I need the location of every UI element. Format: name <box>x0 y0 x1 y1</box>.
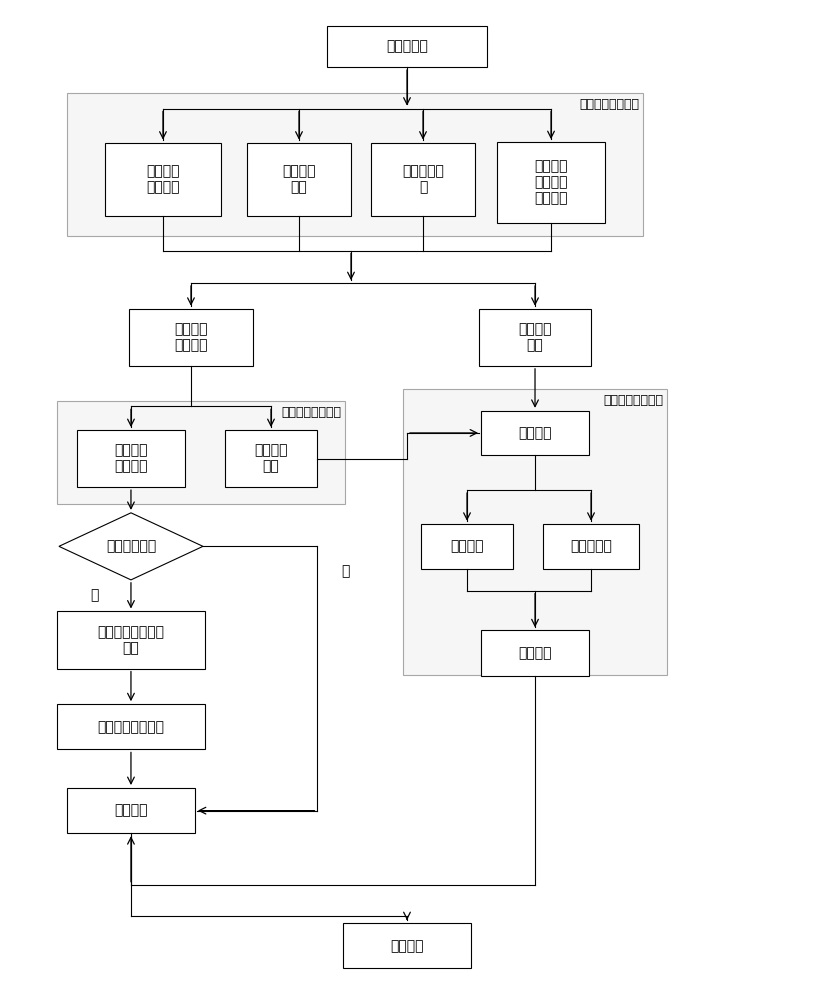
FancyBboxPatch shape <box>479 309 591 366</box>
Text: 启动读取
转发线程: 启动读取 转发线程 <box>174 322 208 352</box>
FancyBboxPatch shape <box>343 923 471 968</box>
FancyBboxPatch shape <box>57 611 205 669</box>
Text: 串口配置管理模块: 串口配置管理模块 <box>579 98 639 111</box>
FancyBboxPatch shape <box>57 401 345 504</box>
Text: 拷贝一份
数据: 拷贝一份 数据 <box>254 443 287 474</box>
Text: 串口数据转发模块: 串口数据转发模块 <box>98 720 164 734</box>
Polygon shape <box>59 513 203 580</box>
FancyBboxPatch shape <box>129 309 253 366</box>
FancyBboxPatch shape <box>247 143 351 216</box>
FancyBboxPatch shape <box>481 411 589 455</box>
FancyBboxPatch shape <box>421 524 513 569</box>
Text: 存储完成: 存储完成 <box>519 646 552 660</box>
Text: 是: 是 <box>91 589 99 603</box>
FancyBboxPatch shape <box>403 389 667 675</box>
FancyBboxPatch shape <box>543 524 639 569</box>
Text: 显示数据: 显示数据 <box>114 804 147 818</box>
Text: 程序初始化: 程序初始化 <box>386 39 428 53</box>
FancyBboxPatch shape <box>67 93 643 236</box>
FancyBboxPatch shape <box>67 788 195 833</box>
Text: 设置存储
主路径及
文件大小: 设置存储 主路径及 文件大小 <box>534 159 568 206</box>
FancyBboxPatch shape <box>225 430 317 487</box>
Text: 写入文本: 写入文本 <box>450 539 484 553</box>
FancyBboxPatch shape <box>371 143 475 216</box>
Text: 写入数据库: 写入数据库 <box>570 539 612 553</box>
Text: 重新导入
配置文件: 重新导入 配置文件 <box>147 164 180 195</box>
FancyBboxPatch shape <box>57 704 205 749</box>
Text: 读取数据
到缓冲区: 读取数据 到缓冲区 <box>114 443 147 474</box>
Text: 释放资源: 释放资源 <box>390 939 424 953</box>
Text: 否: 否 <box>341 564 349 578</box>
Text: 串口数据存储模块: 串口数据存储模块 <box>603 393 663 406</box>
FancyBboxPatch shape <box>327 26 487 67</box>
Text: 数据接收读取模块: 数据接收读取模块 <box>282 406 341 419</box>
FancyBboxPatch shape <box>481 630 589 676</box>
Text: 数据捕获处理转发
模块: 数据捕获处理转发 模块 <box>98 625 164 655</box>
FancyBboxPatch shape <box>497 142 605 223</box>
Text: 启动存储
线程: 启动存储 线程 <box>519 322 552 352</box>
Text: 是否需要转发: 是否需要转发 <box>106 539 156 553</box>
Text: 相关参数
配置: 相关参数 配置 <box>282 164 316 195</box>
Text: 读取数据: 读取数据 <box>519 426 552 440</box>
FancyBboxPatch shape <box>105 143 221 216</box>
Text: 保存配置文
件: 保存配置文 件 <box>402 164 444 195</box>
FancyBboxPatch shape <box>77 430 185 487</box>
